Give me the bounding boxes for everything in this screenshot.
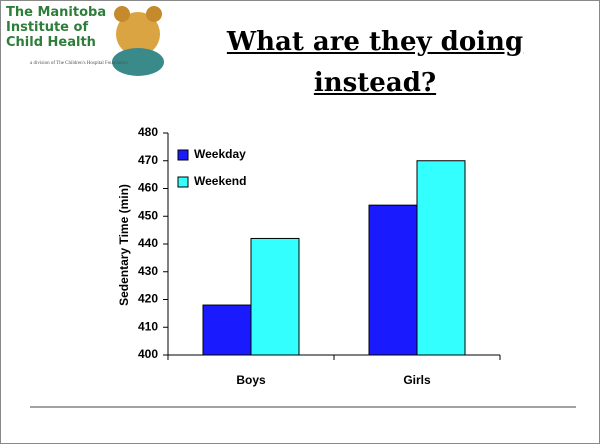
x-tick-label: Boys <box>236 373 266 387</box>
y-tick-label: 440 <box>138 236 158 250</box>
legend-swatch <box>177 176 189 188</box>
y-tick-label: 400 <box>138 347 158 361</box>
bar <box>368 204 418 356</box>
bar <box>416 160 466 356</box>
y-tick-label: 450 <box>138 208 158 222</box>
y-tick-label: 430 <box>138 264 158 278</box>
logo: The Manitoba Institute of Child Health a… <box>4 4 172 76</box>
logo-tagline: a division of The Children's Hospital Fo… <box>30 61 128 66</box>
y-tick-label: 460 <box>138 181 158 195</box>
y-tick-label: 470 <box>138 153 158 167</box>
slide-title: What are they doing instead? <box>226 27 524 98</box>
y-axis-label: Sedentary Time (min) <box>117 184 131 306</box>
x-tick-label: Girls <box>403 373 431 387</box>
bar <box>202 304 252 356</box>
logo-text: The Manitoba <box>6 5 107 20</box>
legend-swatch <box>177 149 189 161</box>
bar <box>250 237 300 356</box>
logo-text: Institute of <box>6 20 89 35</box>
y-tick-label: 410 <box>138 319 158 333</box>
y-tick-label: 420 <box>138 292 158 306</box>
logo-text: Child Health <box>6 35 96 50</box>
logo-bear <box>116 12 160 56</box>
logo-bear-ear <box>146 6 162 22</box>
legend-label: Weekday <box>194 147 246 161</box>
legend-label: Weekend <box>194 174 246 188</box>
logo-bear-ear <box>114 6 130 22</box>
y-tick-label: 480 <box>138 125 158 139</box>
logo-bear-body <box>112 48 164 76</box>
